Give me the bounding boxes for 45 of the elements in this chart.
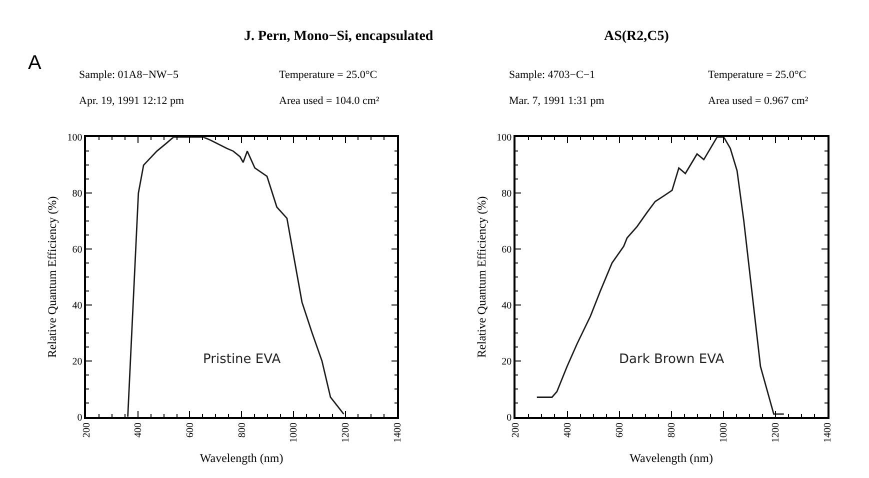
- y-tick-label: 40: [72, 300, 82, 312]
- chart-title: J. Pern, Mono−Si, encapsulated: [244, 29, 434, 44]
- y-axis-title: Relative Quantum Efficiency (%): [474, 196, 488, 358]
- y-tick-label: 0: [506, 412, 512, 424]
- text: Sample: 01A8−NW−5: [79, 69, 179, 81]
- x-tick-label: 200: [81, 422, 92, 438]
- text: Area used = 0.967 cm²: [708, 95, 809, 107]
- y-tick-label: 20: [72, 356, 82, 368]
- text: Apr. 19, 1991 12:12 pm: [79, 95, 185, 107]
- text: A: [28, 52, 42, 74]
- x-tick-label: 800: [236, 422, 248, 438]
- y-tick-label: 0: [77, 412, 82, 424]
- y-tick-label: 60: [72, 244, 82, 256]
- x-tick-label: 1200: [340, 422, 352, 443]
- x-tick-label: 1000: [718, 422, 730, 443]
- x-tick-label: 600: [614, 422, 626, 438]
- text: Temperature = 25.0°C: [708, 69, 806, 81]
- y-tick-label: 20: [502, 356, 512, 368]
- annotation: Dark Brown EVA: [619, 352, 724, 367]
- annotation: Pristine EVA: [203, 352, 281, 367]
- x-tick-label: 200: [510, 422, 522, 438]
- x-tick-label: 1200: [770, 422, 782, 443]
- text: Area used = 104.0 cm²: [279, 95, 380, 107]
- x-tick-label: 400: [562, 422, 574, 438]
- y-tick-label: 100: [496, 132, 512, 144]
- y-tick-label: 100: [67, 132, 82, 144]
- y-tick-label: 60: [502, 244, 512, 256]
- x-tick-label: 1400: [822, 422, 834, 443]
- x-axis-title: Wavelength (nm): [630, 450, 713, 465]
- text: Mar. 7, 1991 1:31 pm: [509, 95, 605, 107]
- chart-title: AS(R2,C5): [604, 29, 670, 44]
- x-tick-label: 600: [184, 422, 196, 438]
- x-tick-label: 1000: [288, 422, 300, 443]
- text: Sample: 4703−C−1: [509, 69, 596, 81]
- y-tick-label: 40: [502, 300, 512, 312]
- text: Temperature = 25.0°C: [279, 69, 378, 81]
- y-tick-label: 80: [72, 188, 82, 200]
- line-series: [127, 137, 344, 417]
- y-axis-title: Relative Quantum Efficiency (%): [45, 196, 60, 358]
- x-tick-label: 1400: [392, 422, 404, 443]
- y-tick-label: 80: [502, 188, 512, 200]
- x-tick-label: 800: [666, 422, 678, 438]
- line-series: [536, 137, 785, 415]
- x-axis-title: Wavelength (nm): [200, 450, 284, 465]
- x-tick-label: 400: [133, 422, 144, 438]
